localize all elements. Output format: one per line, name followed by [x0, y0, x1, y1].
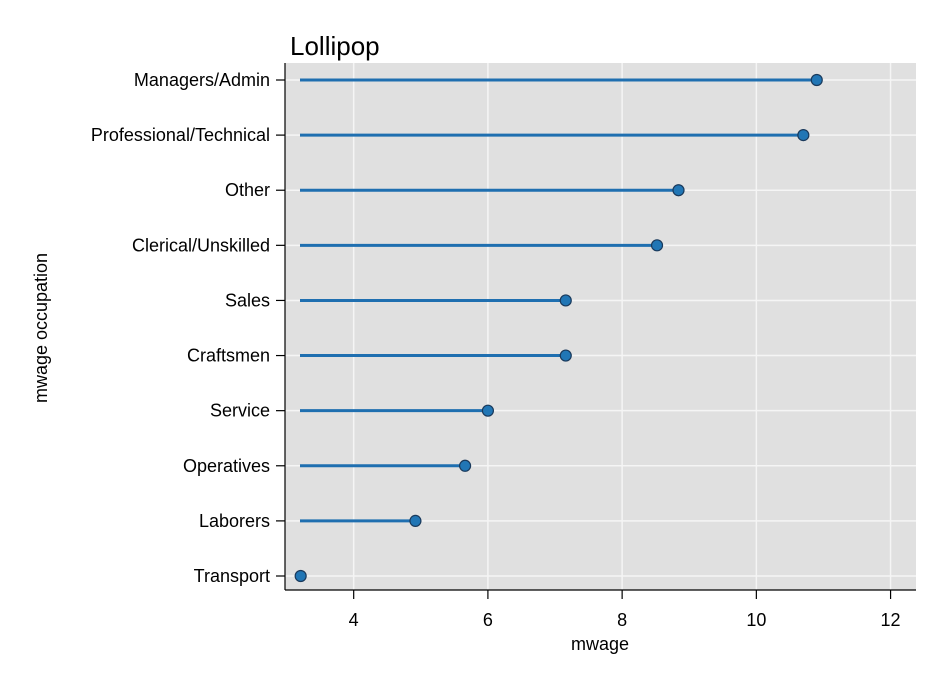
- y-tick-label: Professional/Technical: [91, 125, 270, 145]
- lollipop-marker: [481, 404, 495, 417]
- y-axis: Managers/Admin Professional/Technical Othe…: [91, 63, 286, 590]
- lollipop-marker: [559, 349, 572, 362]
- chart-title: Lollipop: [290, 31, 380, 61]
- y-tick-label: Craftsmen: [187, 346, 270, 366]
- y-tick-label: Service: [210, 401, 270, 421]
- y-tick-label: Operatives: [183, 456, 270, 476]
- x-tick-label: 8: [617, 610, 627, 630]
- lollipop-marker: [650, 239, 664, 252]
- y-tick-label: Clerical/Unskilled: [132, 235, 270, 255]
- lollipop-marker: [559, 294, 572, 307]
- lollipop-marker: [409, 514, 422, 527]
- lollipop-markers: [294, 73, 823, 583]
- y-tick-label: Transport: [194, 566, 270, 586]
- lollipop-marker: [672, 184, 685, 197]
- x-axis-title: mwage: [571, 634, 629, 654]
- vertical-gridlines: [352, 63, 892, 590]
- y-tick-label: Other: [225, 180, 270, 200]
- y-tick-label: Sales: [225, 290, 270, 310]
- y-tick-label: Laborers: [199, 511, 270, 531]
- x-tick-label: 4: [349, 610, 359, 630]
- lollipop-marker: [797, 129, 810, 142]
- x-tick-label: 10: [746, 610, 766, 630]
- lollipop-marker: [810, 73, 823, 87]
- plot-background: [285, 63, 916, 590]
- x-axis: 4 6 8 10 12: [285, 589, 916, 630]
- x-tick-label: 6: [483, 610, 493, 630]
- x-tick-label: 12: [881, 610, 901, 630]
- lollipop-stems: [300, 78, 817, 578]
- lollipop-marker: [294, 569, 307, 583]
- y-tick-label: Managers/Admin: [134, 70, 270, 90]
- y-axis-title: mwage occupation: [31, 253, 51, 403]
- lollipop-marker: [458, 459, 472, 472]
